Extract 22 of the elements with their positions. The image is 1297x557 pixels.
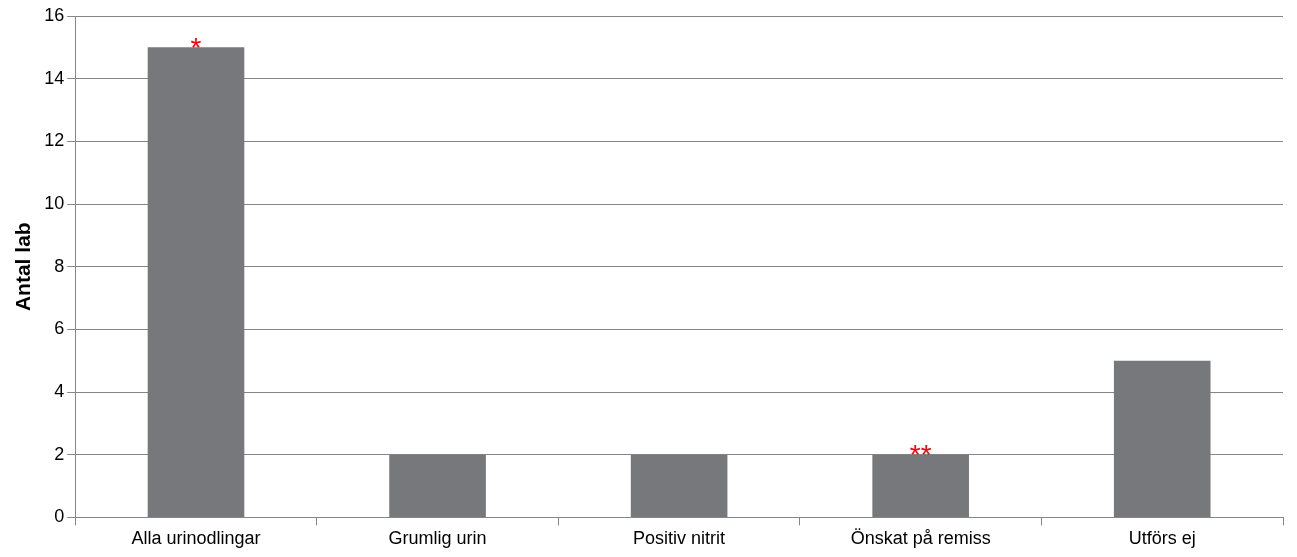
y-tick-label: 6 [54, 318, 65, 339]
y-tick-label: 14 [44, 67, 65, 88]
y-tick-label: 12 [44, 130, 65, 151]
x-tick-label: Önskat på remiss [850, 528, 991, 549]
annotation: * [190, 32, 202, 64]
y-axis-title: Antal lab [11, 222, 35, 312]
y-tick-label: 8 [54, 255, 65, 276]
bar [147, 47, 245, 517]
bar [1113, 360, 1211, 517]
bar [389, 454, 486, 517]
y-tick-label: 10 [44, 192, 65, 213]
y-tick-label: 16 [44, 4, 65, 25]
annotation: ** [909, 439, 932, 471]
x-tick-label: Positiv nitrit [633, 528, 726, 549]
y-tick-label: 2 [54, 443, 65, 464]
x-tick-label: Grumlig urin [388, 528, 487, 549]
y-tick-label: 0 [54, 506, 65, 527]
x-tick-label: Alla urinodlingar [131, 528, 261, 549]
bar [630, 454, 728, 517]
bar [872, 454, 969, 517]
x-tick-label: Utförs ej [1128, 528, 1196, 549]
y-tick-label: 4 [54, 381, 65, 402]
